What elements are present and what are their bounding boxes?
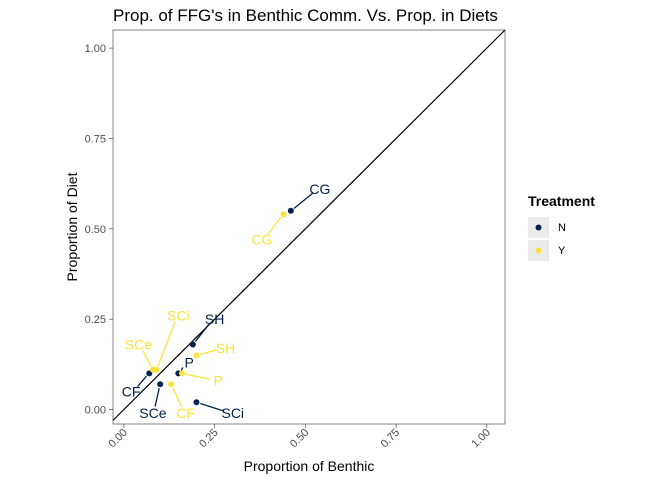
data-point-n-sh: [189, 341, 196, 348]
data-point-y-sce: [149, 366, 156, 373]
x-axis-title: Proportion of Benthic: [244, 458, 375, 474]
point-label: SH: [216, 340, 235, 356]
point-label: SCi: [167, 308, 190, 324]
label-connector: [267, 216, 282, 235]
label-connector: [157, 321, 176, 367]
label-connector: [154, 387, 160, 407]
x-axis: 0.00 0.25 0.50 0.75 1.00: [106, 424, 493, 450]
data-point-n-cg: [287, 207, 294, 214]
legend-label-n: N: [558, 222, 566, 234]
y-axis: 0.00 0.25 0.50 0.75 1.00: [85, 43, 113, 417]
chart-title: Prop. of FFG's in Benthic Comm. Vs. Prop…: [113, 6, 498, 25]
point-label: SCi: [221, 405, 244, 421]
point-label: CF: [176, 405, 195, 421]
data-point-y-cg: [280, 211, 287, 218]
point-label: P: [214, 373, 223, 389]
label-connector: [200, 349, 217, 355]
x-tick-label: 1.00: [469, 427, 493, 451]
label-connector: [194, 324, 210, 342]
label-connector: [172, 387, 183, 408]
point-label: SH: [205, 311, 224, 327]
legend-label-y: Y: [558, 245, 566, 257]
point-label: SCe: [139, 405, 166, 421]
x-tick-label: 0.25: [197, 427, 221, 451]
label-connector: [293, 192, 314, 209]
label-connector: [200, 402, 225, 412]
label-connector: [180, 367, 184, 371]
x-tick-label: 0.75: [379, 427, 403, 451]
y-tick-label: 0.25: [85, 314, 106, 326]
y-axis-title: Proportion of Diet: [64, 172, 80, 281]
data-points: [146, 207, 294, 406]
data-point-y-cf: [168, 381, 175, 388]
data-point-y-sh: [193, 352, 200, 359]
y-tick-label: 0.00: [85, 405, 106, 417]
point-label: CG: [251, 232, 272, 248]
label-connector: [185, 373, 210, 380]
x-tick-label: 0.50: [288, 427, 312, 451]
label-connectors: [137, 192, 314, 412]
x-tick-label: 0.00: [106, 427, 130, 451]
data-point-y-p: [178, 370, 185, 377]
y-tick-label: 0.50: [85, 224, 106, 236]
data-point-n-sci: [193, 399, 200, 406]
legend: Treatment NY: [528, 193, 595, 261]
y-tick-label: 1.00: [85, 43, 106, 55]
legend-swatch: [535, 224, 542, 231]
label-connector: [137, 375, 147, 387]
label-connector: [142, 350, 152, 367]
point-label: CG: [309, 181, 330, 197]
data-point-n-cf: [146, 370, 153, 377]
y-tick-label: 0.75: [85, 133, 106, 145]
point-label: P: [185, 355, 194, 371]
point-label: CF: [122, 383, 141, 399]
data-point-n-sce: [157, 381, 164, 388]
legend-title: Treatment: [528, 193, 595, 209]
identity-reference-line: [112, 29, 506, 421]
data-point-labels: CG SH P CF SCe SCi CG SCi SCe SH P CF: [122, 181, 331, 421]
point-label: SCe: [125, 336, 152, 352]
legend-swatch: [535, 247, 542, 254]
